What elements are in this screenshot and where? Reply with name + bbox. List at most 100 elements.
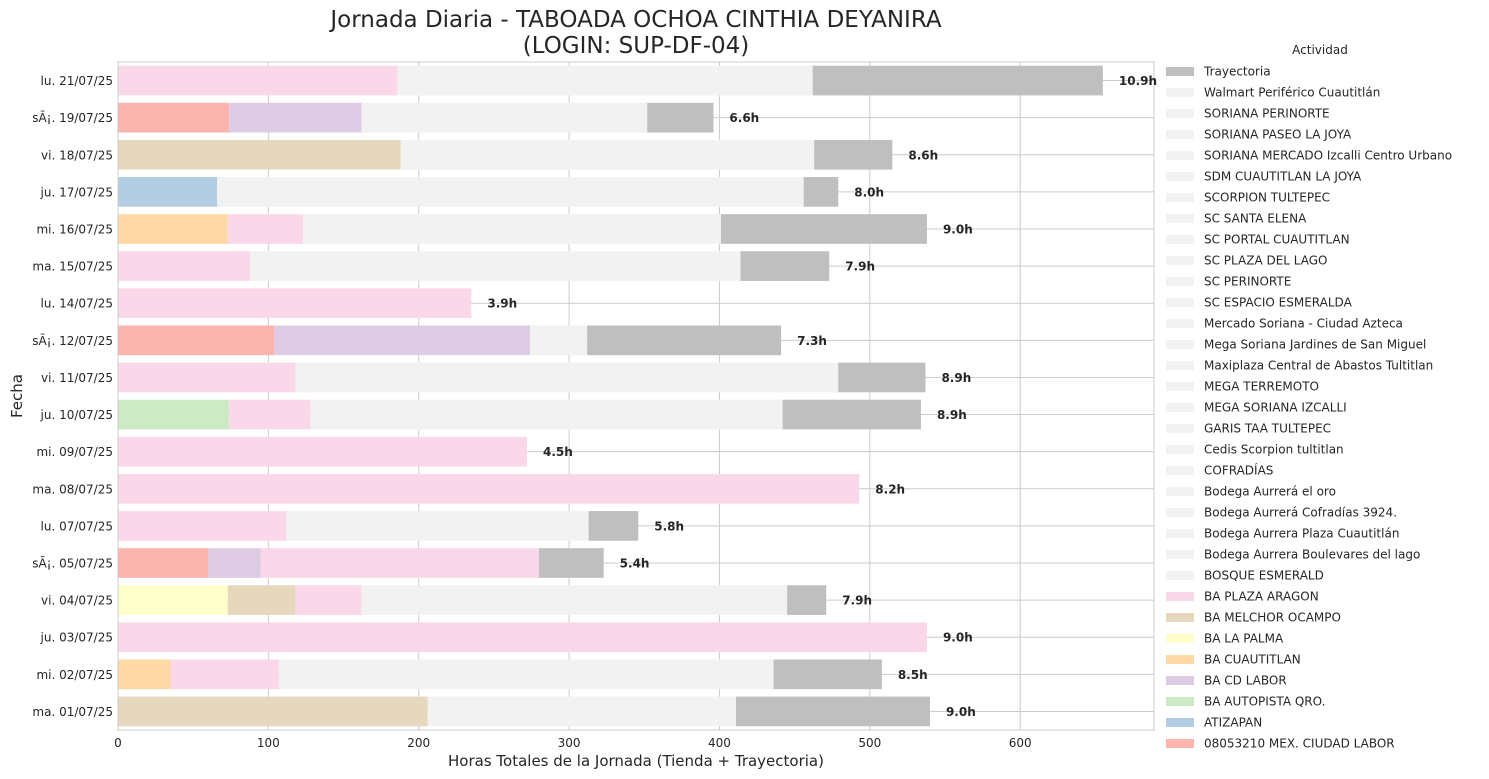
bar-total-label: 7.9h (845, 260, 875, 274)
legend-entry-label: BA LA PALMA (1204, 632, 1284, 646)
bar-segment (118, 139, 401, 170)
legend-swatch (1166, 718, 1194, 727)
bar-segment (118, 622, 927, 653)
bar-segment (170, 659, 279, 690)
y-tick-label: lu. 21/07/25 (41, 74, 113, 88)
y-tick-label: mi. 02/07/25 (36, 668, 113, 682)
bar-segment (295, 362, 839, 393)
y-tick-label: ju. 03/07/25 (40, 631, 113, 645)
legend-swatch (1166, 466, 1194, 475)
bar-total-label: 3.9h (487, 297, 517, 311)
chart-title-line-2: (LOGIN: SUP-DF-04) (522, 33, 750, 59)
legend-swatch (1166, 550, 1194, 559)
y-tick-label: mi. 16/07/25 (36, 223, 113, 237)
bar-total-label: 7.9h (842, 594, 872, 608)
legend-swatch (1166, 235, 1194, 244)
legend-swatch (1166, 634, 1194, 643)
legend-entry-label: ATIZAPAN (1204, 716, 1262, 730)
chart-title-line-1: Jornada Diaria - TABOADA OCHOA CINTHIA D… (330, 7, 942, 33)
legend-entry-label: BOSQUE ESMERALD (1204, 569, 1324, 583)
legend-swatch (1166, 676, 1194, 685)
bar-segment (250, 251, 741, 281)
legend-swatch (1166, 298, 1194, 307)
legend-entry-label: MEGA TERREMOTO (1204, 380, 1319, 394)
bar-segment (720, 214, 927, 244)
legend-entry-label: Walmart Periférico Cuautitlán (1204, 86, 1380, 100)
bar-segment (838, 362, 926, 393)
legend-swatch (1166, 277, 1194, 286)
legend-swatch (1166, 445, 1194, 454)
bar-segment (302, 214, 721, 244)
x-tick-label: 0 (114, 736, 122, 750)
bar-segment (647, 102, 714, 133)
bar-segment (118, 511, 287, 541)
bars (118, 65, 1103, 727)
bar-segment (118, 362, 296, 393)
legend-swatch (1166, 424, 1194, 433)
bar-segment (229, 102, 362, 133)
bar-segment (227, 585, 296, 615)
y-tick-label: ju. 17/07/25 (40, 185, 113, 199)
bar-segment (227, 214, 303, 244)
legend-entry-label: SC PLAZA DEL LAGO (1204, 254, 1328, 268)
bar-segment (118, 214, 228, 244)
y-axis-label: Fecha (8, 374, 26, 418)
y-tick-label: sÃ¡. 05/07/25 (32, 556, 113, 571)
bar-total-label: 9.0h (943, 631, 973, 645)
bar-segment (286, 511, 589, 541)
x-tick-label: 100 (257, 736, 280, 750)
bar-segment (529, 325, 588, 356)
legend-title: Actividad (1292, 43, 1348, 57)
x-axis-label: Horas Totales de la Jornada (Tienda + Tr… (448, 752, 824, 770)
legend-swatch (1166, 109, 1194, 118)
total-labels: 10.9h 6.6h 8.6h 8.0h 9.0h 7.9h 3.9h 7.3h 8.9h 8.9… (487, 74, 1157, 719)
bar-segment (427, 696, 736, 727)
y-tick-label: mi. 09/07/25 (36, 445, 113, 459)
legend-swatch (1166, 151, 1194, 160)
bar-total-label: 6.6h (729, 111, 759, 125)
bar-total-label: 5.8h (654, 519, 684, 533)
bar-total-label: 8.9h (941, 371, 971, 385)
bar-segment (782, 399, 921, 430)
legend-entry-label: Maxiplaza Central de Abastos Tultitlan (1204, 359, 1433, 373)
bar-segment (539, 548, 604, 578)
legend-swatch (1166, 88, 1194, 97)
bar-segment (118, 585, 228, 615)
legend-entry-label: BA CD LABOR (1204, 674, 1287, 688)
bar-total-label: 10.9h (1119, 74, 1157, 88)
bar-segment (397, 65, 813, 96)
y-tick-label: vi. 04/07/25 (41, 594, 113, 608)
legend-entry-label: COFRADÍAS (1204, 463, 1273, 478)
bar-segment (118, 659, 171, 690)
legend-swatch (1166, 193, 1194, 202)
bar-segment (118, 399, 230, 430)
legend-entry-label: BA AUTOPISTA QRO. (1204, 695, 1325, 709)
bar-segment (803, 177, 839, 207)
legend-entry-label: BA MELCHOR OCAMPO (1204, 611, 1341, 625)
bar-segment (118, 325, 275, 356)
legend-entry-label: SORIANA PERINORTE (1204, 107, 1330, 121)
legend-entry-label: SORIANA PASEO LA JOYA (1204, 128, 1352, 142)
bar-segment (361, 102, 648, 133)
legend-entry-label: MEGA SORIANA IZCALLI (1204, 401, 1347, 415)
y-tick-label: vi. 18/07/25 (41, 148, 113, 162)
bar-segment (278, 659, 774, 690)
legend-swatch (1166, 529, 1194, 538)
x-tick-label: 500 (858, 736, 881, 750)
bar-segment (812, 65, 1103, 96)
bar-segment (118, 177, 218, 207)
legend-entry-label: SC ESPACIO ESMERALDA (1204, 296, 1353, 310)
legend-entry-label: Bodega Aurrerá el oro (1204, 485, 1336, 499)
legend-swatch (1166, 571, 1194, 580)
legend-entry-label: SC PERINORTE (1204, 275, 1291, 289)
bar-total-label: 7.3h (797, 334, 827, 348)
legend-entry-label: Mercado Soriana - Ciudad Azteca (1204, 317, 1403, 331)
bar-total-label: 5.4h (620, 557, 650, 571)
legend-swatch (1166, 67, 1194, 76)
legend-swatch (1166, 508, 1194, 517)
legend-entry-label: 08053210 MEX. CIUDAD LABOR (1204, 737, 1395, 751)
legend-entry-label: BA PLAZA ARAGON (1204, 590, 1319, 604)
legend-entry-label: SDM CUAUTITLAN LA JOYA (1204, 170, 1362, 184)
y-tick-label: ma. 15/07/25 (32, 260, 113, 274)
